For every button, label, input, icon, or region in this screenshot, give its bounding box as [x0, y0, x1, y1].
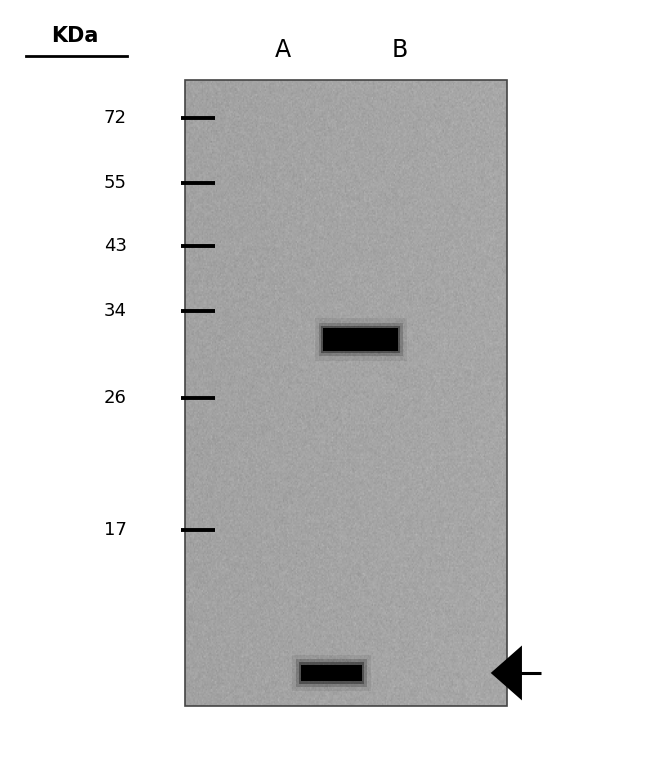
- Text: 34: 34: [104, 302, 127, 320]
- Text: B: B: [391, 37, 408, 62]
- Text: A: A: [275, 37, 291, 62]
- Bar: [185, 80, 507, 706]
- Bar: [324, 328, 398, 351]
- Bar: [296, 659, 367, 687]
- Bar: [315, 318, 407, 361]
- Text: 26: 26: [104, 389, 127, 407]
- Text: 17: 17: [104, 521, 127, 539]
- Bar: [292, 655, 370, 691]
- Polygon shape: [491, 645, 522, 700]
- Bar: [299, 662, 364, 684]
- Bar: [319, 323, 403, 356]
- Bar: [300, 665, 363, 681]
- Text: 55: 55: [104, 174, 127, 192]
- Text: 43: 43: [104, 237, 127, 255]
- Bar: [321, 326, 400, 353]
- Text: 72: 72: [104, 109, 127, 127]
- Text: KDa: KDa: [51, 26, 98, 46]
